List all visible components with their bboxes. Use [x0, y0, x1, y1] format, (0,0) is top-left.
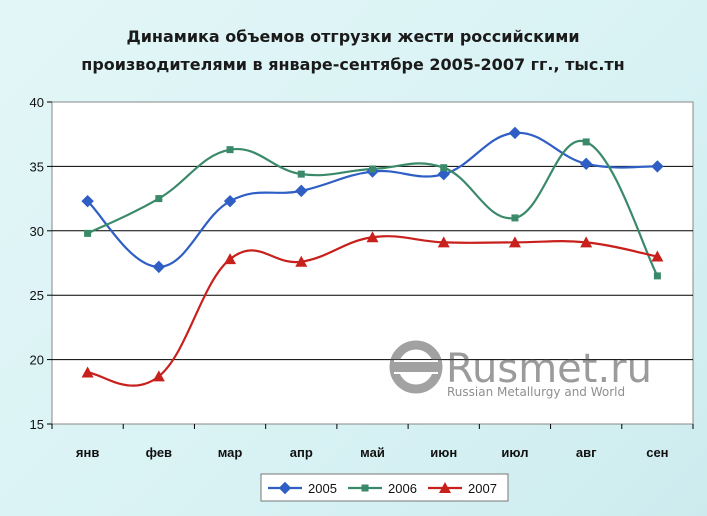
legend: 2005 2006 2007	[260, 473, 509, 502]
axes: 15 20 25 30 35 40 янв фев мар апр май июн июл авг сен	[30, 95, 694, 460]
legend-marker-2005	[278, 481, 292, 495]
data-point-2006	[440, 164, 448, 172]
y-tick-label: 30	[30, 224, 44, 239]
y-tick-label: 40	[30, 95, 44, 110]
data-point-2007	[651, 250, 664, 262]
data-point-2006	[653, 272, 661, 280]
legend-marker-2006	[361, 484, 369, 492]
legend-box	[260, 473, 509, 502]
x-tick-label: май	[360, 445, 385, 460]
legend-label-2006: 2006	[388, 481, 417, 496]
legend-label-2005: 2005	[308, 481, 337, 496]
watermark-brand: Rusmet.ru	[446, 346, 652, 392]
x-tick-label: июн	[430, 445, 457, 460]
x-tick-label: фев	[146, 445, 172, 460]
data-point-2007	[81, 366, 94, 378]
y-tick-label: 20	[30, 353, 44, 368]
data-point-2005	[223, 194, 237, 208]
data-point-2006	[155, 195, 163, 203]
data-point-2005	[295, 184, 308, 198]
series-markers	[81, 126, 664, 382]
data-point-2007	[152, 370, 165, 382]
chart-subtitle: производителями в январе-сентябре 2005-2…	[81, 55, 624, 74]
x-tick-label: янв	[76, 445, 99, 460]
data-point-2006	[84, 229, 92, 237]
watermark: Rusmet.ru Russian Metallurgy and World	[389, 340, 652, 399]
data-point-2005	[579, 157, 593, 171]
data-point-2007	[508, 236, 521, 248]
data-point-2006	[511, 214, 519, 222]
legend-marker-2007	[439, 482, 451, 493]
data-point-2005	[437, 167, 450, 181]
rusmet-logo-icon	[389, 340, 443, 394]
data-point-2007	[437, 236, 450, 248]
y-tick-label: 35	[30, 159, 44, 174]
data-point-2007	[580, 236, 593, 248]
data-point-2006	[297, 170, 305, 178]
data-point-2007	[366, 231, 379, 243]
x-tick-label: сен	[646, 445, 668, 460]
watermark-tagline: Russian Metallurgy and World	[447, 385, 625, 399]
legend-label-2007: 2007	[468, 481, 497, 496]
data-point-2005	[152, 260, 166, 274]
data-point-2006	[226, 146, 234, 154]
y-tick-label: 25	[30, 288, 44, 303]
x-tick-label: мар	[218, 445, 243, 460]
data-point-2006	[369, 165, 376, 173]
x-tick-label: апр	[290, 445, 313, 460]
series-line-2007	[87, 235, 658, 387]
data-point-2005	[651, 160, 664, 173]
data-point-2007	[295, 255, 308, 267]
x-tick-label: июл	[501, 445, 528, 460]
chart-title: Динамика объемов отгрузки жести российск…	[126, 27, 579, 46]
data-point-2005	[81, 194, 94, 208]
data-point-2006	[582, 138, 590, 146]
data-point-2007	[224, 253, 237, 265]
data-point-2005	[508, 126, 522, 140]
y-tick-label: 15	[30, 417, 44, 432]
x-tick-label: авг	[576, 445, 597, 460]
